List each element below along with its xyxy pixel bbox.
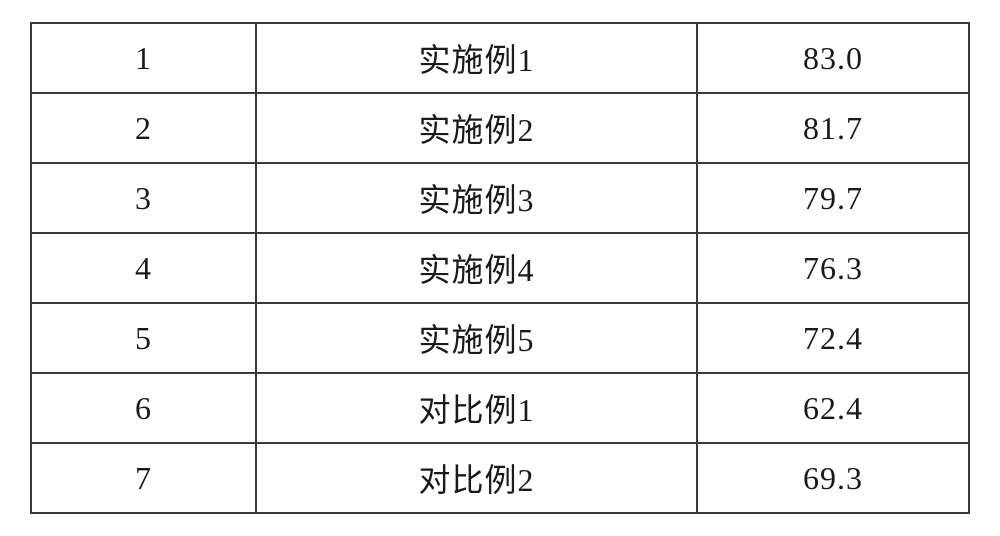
cell-value: 83.0 bbox=[697, 23, 969, 93]
data-table: 1 实施例1 83.0 2 实施例2 81.7 3 实施例3 79.7 4 实施… bbox=[30, 22, 970, 514]
cell-name: 实施例1 bbox=[256, 23, 697, 93]
cell-index: 4 bbox=[31, 233, 256, 303]
cell-value: 72.4 bbox=[697, 303, 969, 373]
table-row: 5 实施例5 72.4 bbox=[31, 303, 969, 373]
table-row: 6 对比例1 62.4 bbox=[31, 373, 969, 443]
cell-index: 6 bbox=[31, 373, 256, 443]
cell-index: 3 bbox=[31, 163, 256, 233]
table-row: 4 实施例4 76.3 bbox=[31, 233, 969, 303]
table-row: 3 实施例3 79.7 bbox=[31, 163, 969, 233]
cell-name: 对比例1 bbox=[256, 373, 697, 443]
table-container: 1 实施例1 83.0 2 实施例2 81.7 3 实施例3 79.7 4 实施… bbox=[0, 0, 1000, 536]
cell-index: 7 bbox=[31, 443, 256, 513]
table-row: 7 对比例2 69.3 bbox=[31, 443, 969, 513]
cell-name: 实施例3 bbox=[256, 163, 697, 233]
cell-name: 实施例2 bbox=[256, 93, 697, 163]
cell-value: 76.3 bbox=[697, 233, 969, 303]
cell-value: 81.7 bbox=[697, 93, 969, 163]
cell-name: 对比例2 bbox=[256, 443, 697, 513]
table-row: 2 实施例2 81.7 bbox=[31, 93, 969, 163]
cell-index: 1 bbox=[31, 23, 256, 93]
cell-index: 2 bbox=[31, 93, 256, 163]
cell-index: 5 bbox=[31, 303, 256, 373]
table-row: 1 实施例1 83.0 bbox=[31, 23, 969, 93]
cell-name: 实施例4 bbox=[256, 233, 697, 303]
cell-value: 69.3 bbox=[697, 443, 969, 513]
cell-value: 79.7 bbox=[697, 163, 969, 233]
cell-value: 62.4 bbox=[697, 373, 969, 443]
cell-name: 实施例5 bbox=[256, 303, 697, 373]
